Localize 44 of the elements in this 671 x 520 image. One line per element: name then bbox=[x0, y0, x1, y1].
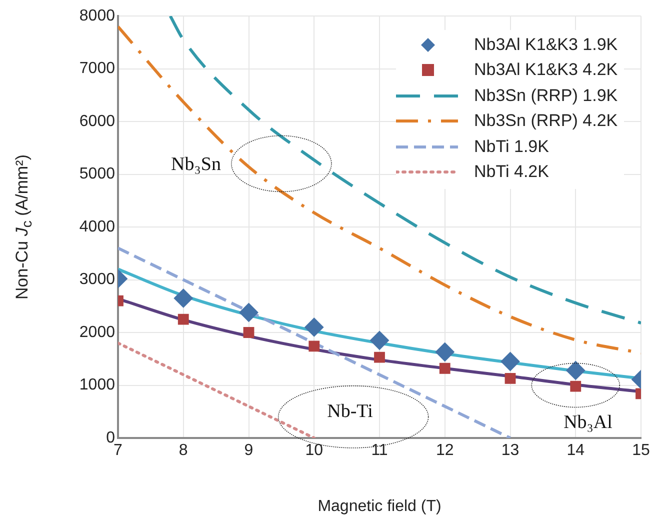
x-tick-label: 10 bbox=[305, 442, 324, 460]
point bbox=[435, 342, 454, 362]
x-tick-label: 15 bbox=[632, 442, 650, 460]
y-tick-label: 0 bbox=[106, 429, 116, 446]
point bbox=[566, 360, 586, 380]
legend-label: NbTi 4.2K bbox=[474, 162, 549, 182]
point bbox=[374, 352, 385, 363]
line-series bbox=[118, 25, 641, 355]
annotation: Nb₃Sn bbox=[171, 154, 221, 176]
x-tick-label: 7 bbox=[114, 442, 123, 460]
y-tick-label: 1000 bbox=[79, 376, 116, 394]
point bbox=[178, 314, 189, 325]
point bbox=[500, 352, 520, 372]
x-tick-label: 9 bbox=[244, 442, 254, 460]
x-axis-title: Magnetic field (T) bbox=[318, 498, 442, 515]
y-tick-label: 8000 bbox=[79, 7, 116, 24]
x-tick-label: 14 bbox=[566, 442, 585, 460]
line-series bbox=[168, 16, 641, 325]
point bbox=[243, 327, 254, 338]
point bbox=[504, 372, 516, 384]
x-tick-label: 13 bbox=[501, 442, 520, 460]
x-tick-label: 11 bbox=[371, 442, 388, 460]
annotation: Nb-Ti bbox=[327, 401, 373, 423]
annotation: Nb₃Al bbox=[564, 412, 612, 434]
legend-label: Nb3Sn (RRP) 1.9K bbox=[474, 86, 618, 106]
point bbox=[370, 330, 389, 350]
y-tick-label: 3000 bbox=[79, 271, 116, 288]
x-tick-label: 8 bbox=[178, 442, 188, 460]
point bbox=[308, 340, 320, 352]
y-tick-label: 2000 bbox=[79, 324, 116, 341]
y-tick-label: 5000 bbox=[79, 166, 116, 183]
x-tick-label: 12 bbox=[436, 442, 454, 460]
point bbox=[174, 288, 193, 308]
point bbox=[239, 302, 258, 322]
point bbox=[570, 380, 582, 392]
y-tick-label: 7000 bbox=[79, 60, 116, 78]
point bbox=[439, 362, 450, 374]
legend-label: Nb3Al K1&K3 1.9K bbox=[474, 34, 618, 55]
legend-label: NbTi 1.9K bbox=[474, 136, 549, 157]
y-tick-label: 6000 bbox=[79, 112, 116, 130]
legend-label: Nb3Al K1&K3 4.2K bbox=[474, 60, 618, 80]
legend-label: Nb3Sn (RRP) 4.2K bbox=[474, 111, 618, 132]
y-tick-label: 4000 bbox=[79, 218, 116, 236]
point bbox=[304, 318, 324, 337]
